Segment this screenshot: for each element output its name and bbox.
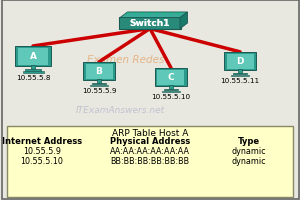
FancyBboxPatch shape [83,63,115,81]
Text: dynamic: dynamic [232,156,266,165]
FancyBboxPatch shape [155,69,187,87]
Text: D: D [236,57,244,66]
Text: 10.55.5.10: 10.55.5.10 [152,94,190,100]
FancyBboxPatch shape [238,70,242,73]
Text: 10.55.5.11: 10.55.5.11 [220,78,260,84]
Text: 10.55.5.9: 10.55.5.9 [82,88,116,94]
Text: Switch1: Switch1 [130,19,170,28]
Text: dynamic: dynamic [232,146,266,155]
FancyBboxPatch shape [92,83,106,85]
FancyBboxPatch shape [85,64,112,79]
FancyBboxPatch shape [158,70,184,85]
Text: ARP Table Host A: ARP Table Host A [112,128,188,137]
FancyBboxPatch shape [119,18,181,30]
Text: Internet Address: Internet Address [2,136,82,145]
Text: Type: Type [238,136,260,145]
FancyBboxPatch shape [231,75,250,77]
Text: AA:AA:AA:AA:AA:AA: AA:AA:AA:AA:AA:AA [110,146,190,155]
FancyBboxPatch shape [232,73,247,75]
FancyBboxPatch shape [224,53,256,71]
Text: Examen Redes: Examen Redes [87,55,165,65]
Polygon shape [120,13,188,19]
FancyBboxPatch shape [31,66,35,70]
FancyBboxPatch shape [18,49,48,65]
Text: B: B [96,67,102,76]
Polygon shape [180,13,188,29]
Text: Physical Address: Physical Address [110,136,190,145]
Text: 10.55.5.9: 10.55.5.9 [23,146,61,155]
Text: BB:BB:BB:BB:BB:BB: BB:BB:BB:BB:BB:BB [110,156,190,165]
FancyBboxPatch shape [25,70,41,72]
FancyBboxPatch shape [22,72,44,74]
Text: Switch1: Switch1 [130,19,170,28]
FancyBboxPatch shape [8,126,292,197]
FancyBboxPatch shape [161,91,181,93]
FancyBboxPatch shape [164,89,178,91]
Text: A: A [29,52,37,61]
FancyBboxPatch shape [89,85,109,87]
Text: C: C [168,73,174,82]
FancyBboxPatch shape [98,80,100,83]
FancyBboxPatch shape [226,54,254,69]
Text: 10.55.5.10: 10.55.5.10 [21,156,63,165]
Text: 10.55.5.8: 10.55.5.8 [16,74,50,80]
Text: ITExamAnswers.net: ITExamAnswers.net [75,106,165,114]
FancyBboxPatch shape [15,47,51,67]
FancyBboxPatch shape [169,86,172,89]
